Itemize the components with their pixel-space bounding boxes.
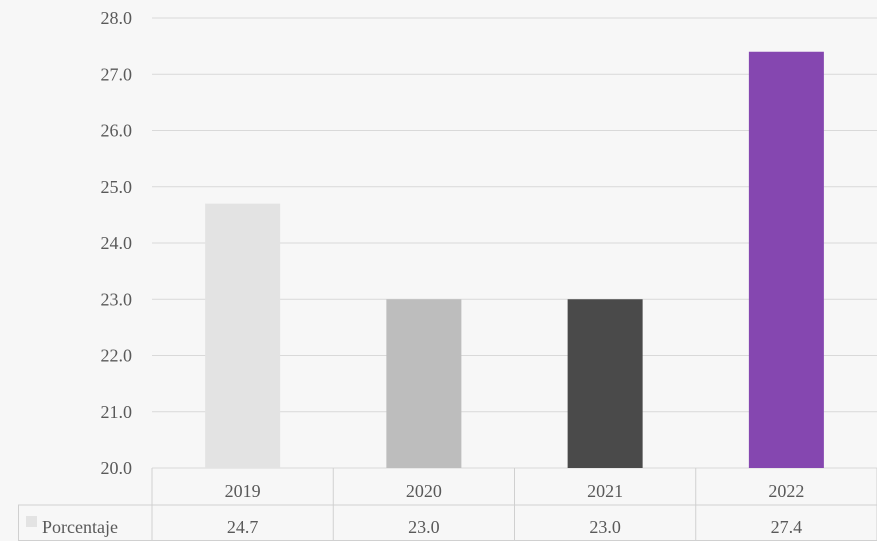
- bar-2022: [748, 51, 824, 468]
- y-tick-label: 27.0: [101, 64, 133, 84]
- bars: [205, 51, 824, 468]
- y-tick-label: 28.0: [101, 8, 133, 28]
- y-tick-label: 21.0: [101, 402, 133, 422]
- series-name-label: Porcentaje: [42, 517, 118, 537]
- data-table-value: 27.4: [771, 517, 803, 537]
- x-category-label: 2022: [768, 481, 804, 501]
- y-tick-label: 26.0: [101, 121, 133, 141]
- x-category-label: 2019: [225, 481, 261, 501]
- y-tick-label: 24.0: [101, 233, 133, 253]
- data-table: 2019 24.7 2020 23.0 2021 23.0 2022 27.4 Porcenta…: [18, 468, 877, 541]
- y-tick-label: 20.0: [101, 458, 133, 478]
- data-table-value: 23.0: [408, 517, 440, 537]
- data-table-value: 23.0: [589, 517, 621, 537]
- x-category-label: 2021: [587, 481, 623, 501]
- bar-2021: [567, 299, 643, 468]
- y-tick-label: 22.0: [101, 346, 133, 366]
- data-table-value: 24.7: [227, 517, 259, 537]
- y-axis-tick-labels: 20.0 21.0 22.0 23.0 24.0 25.0 26.0 27.0 28.0: [101, 8, 133, 478]
- x-category-label: 2020: [406, 481, 442, 501]
- bar-2020: [386, 299, 462, 468]
- y-tick-label: 23.0: [101, 289, 133, 309]
- bar-2019: [205, 203, 281, 468]
- y-tick-label: 25.0: [101, 177, 133, 197]
- legend-swatch: [26, 516, 37, 527]
